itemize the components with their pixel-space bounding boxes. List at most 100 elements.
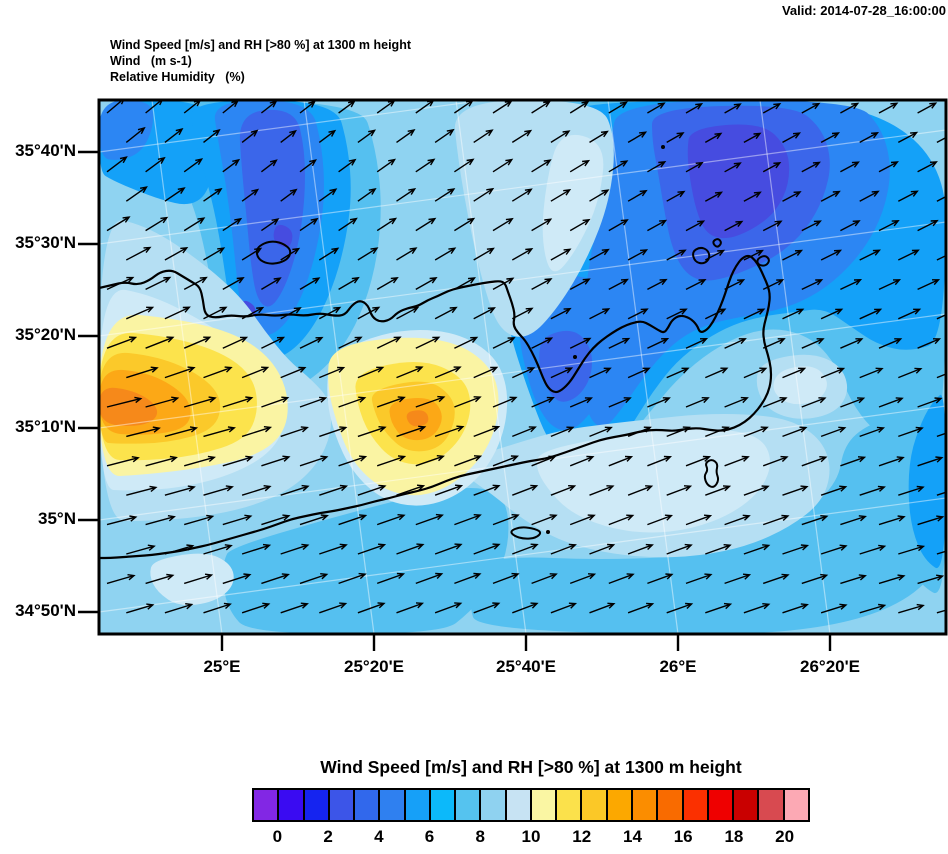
wind-arrow (685, 161, 704, 173)
legend-cell (605, 790, 631, 820)
wind-arrow (627, 131, 648, 144)
wind-arrow (357, 602, 386, 614)
wind-arrow (550, 248, 572, 261)
wind-arrow (685, 514, 713, 526)
wind-vectors (106, 100, 946, 614)
wind-arrow (589, 543, 616, 555)
x-axis-label: 25°20'E (344, 657, 404, 676)
wind-arrow (318, 306, 342, 320)
wind-arrow (280, 307, 302, 320)
wind-arrow (454, 217, 476, 232)
field-region-southcoast-9 (536, 428, 771, 533)
field-region-belowcoast-6 (222, 488, 509, 634)
wind-arrow (801, 573, 829, 585)
wind-arrow (705, 485, 732, 496)
graticule-meridian (607, 100, 679, 634)
wind-arrow (434, 543, 463, 555)
legend-tick-label: 20 (775, 827, 795, 846)
wind-arrow (936, 491, 946, 496)
wind-arrow (762, 455, 789, 467)
wind-arrow (897, 190, 919, 202)
legend-tick-label: 12 (572, 827, 592, 846)
wind-arrow (415, 572, 444, 585)
wind-arrow (473, 602, 501, 614)
wind-arrow (184, 455, 216, 467)
wind-arrow (261, 277, 282, 291)
wind-arrow (898, 426, 924, 438)
wind-arrow (840, 161, 860, 173)
wind-arrow (531, 396, 555, 408)
wind-arrow (608, 455, 634, 467)
wind-arrow (666, 426, 691, 438)
wind-arrow (319, 484, 349, 496)
wind-arrow (434, 602, 463, 614)
wind-arrow (203, 129, 221, 143)
wind-arrow (512, 543, 539, 555)
crete-coastline (99, 254, 773, 560)
wind-arrow (917, 515, 945, 526)
wind-arrow (627, 249, 649, 261)
wind-arrow (647, 455, 673, 467)
wind-arrow (859, 190, 880, 202)
wind-arrow (840, 279, 863, 291)
wind-arrow (840, 515, 867, 526)
wind-arrow (801, 220, 822, 232)
wind-arrow (550, 602, 578, 614)
wind-arrow (241, 129, 259, 143)
wind-arrow (569, 159, 591, 173)
legend-cell (428, 790, 455, 820)
wind-arrow (473, 187, 495, 202)
wind-arrow (705, 602, 733, 614)
wind-arrow (492, 277, 515, 291)
wind-arrow (261, 573, 290, 585)
wind-arrow (917, 338, 942, 349)
wind-arrow (454, 455, 483, 467)
wind-arrow (782, 544, 810, 555)
wind-arrow (454, 514, 482, 526)
wind-arrow (685, 573, 713, 585)
plot-title-wind: Wind (m s-1) (110, 54, 192, 68)
wind-arrow (280, 366, 307, 379)
wind-arrow (280, 543, 310, 555)
wind-arrow (376, 276, 399, 291)
island-outline (255, 240, 292, 265)
wind-arrow (512, 484, 539, 496)
wind-arrow (820, 132, 841, 144)
wind-arrow (338, 396, 367, 408)
wind-arrow (126, 544, 156, 555)
wind-arrow (897, 249, 920, 261)
wind-arrow (531, 159, 552, 173)
wind-arrow (434, 128, 455, 143)
wind-arrow (840, 220, 861, 232)
wind-arrow (550, 189, 572, 202)
wind-arrow (415, 217, 437, 232)
wind-arrow (666, 367, 690, 379)
island-outline (712, 238, 722, 248)
wind-arrow (743, 603, 771, 614)
wind-arrow (376, 455, 407, 467)
wind-arrow (840, 338, 864, 349)
graticule-parallel (99, 100, 490, 153)
wind-arrow (627, 543, 654, 555)
wind-arrow (724, 514, 751, 526)
wind-arrow (125, 126, 146, 143)
legend-cell (757, 790, 783, 820)
wind-arrow (241, 366, 270, 379)
wind-arrow (357, 543, 387, 555)
wind-arrow (820, 249, 843, 261)
wind-arrow (145, 396, 180, 408)
graticule-parallel (99, 497, 946, 613)
wind-arrow (898, 308, 922, 320)
plot-title-rh: Relative Humidity (%) (110, 70, 245, 84)
wind-arrow (261, 336, 286, 349)
wind-arrow (241, 188, 260, 202)
wind-arrow (183, 158, 204, 173)
y-axis-label: 35°30'N (15, 233, 76, 252)
wind-arrow (126, 426, 161, 438)
wind-arrow (878, 161, 899, 173)
field-region-sw-spot-9 (150, 553, 234, 606)
wind-arrow (357, 306, 381, 320)
wind-arrow (145, 216, 169, 232)
y-axis-label: 35°N (38, 509, 76, 528)
valid-timestamp: Valid: 2014-07-28_16:00:00 (781, 3, 946, 18)
